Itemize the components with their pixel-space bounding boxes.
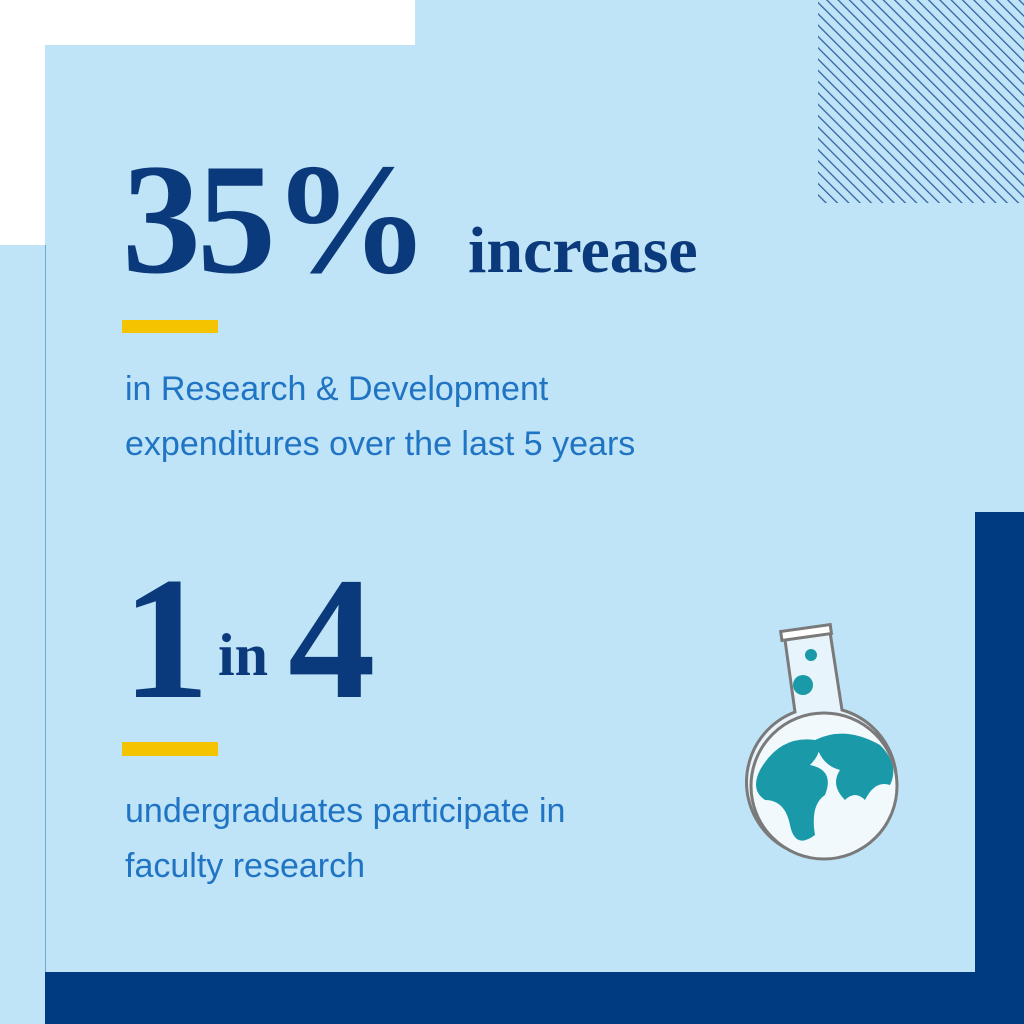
- navy-band: [45, 972, 1024, 1024]
- stat-figure: 1: [122, 541, 210, 735]
- stat-figure: in: [218, 622, 268, 688]
- navy-band: [975, 512, 1024, 1024]
- hatch-pattern: [818, 0, 1024, 203]
- accent-bar: [122, 742, 218, 756]
- stat-description: undergraduates participate in: [125, 792, 565, 830]
- flask-icon: [745, 622, 899, 861]
- stat-unit: increase: [468, 214, 698, 287]
- stat-figure: 35%: [122, 132, 426, 307]
- stat-description: in Research & Development: [125, 370, 549, 408]
- stat-figure: 4: [288, 541, 376, 735]
- stat-description: expenditures over the last 5 years: [125, 425, 635, 463]
- accent-bar: [122, 320, 218, 333]
- white-corner: [0, 0, 415, 45]
- white-corner: [0, 0, 45, 245]
- stat-description: faculty research: [125, 847, 365, 885]
